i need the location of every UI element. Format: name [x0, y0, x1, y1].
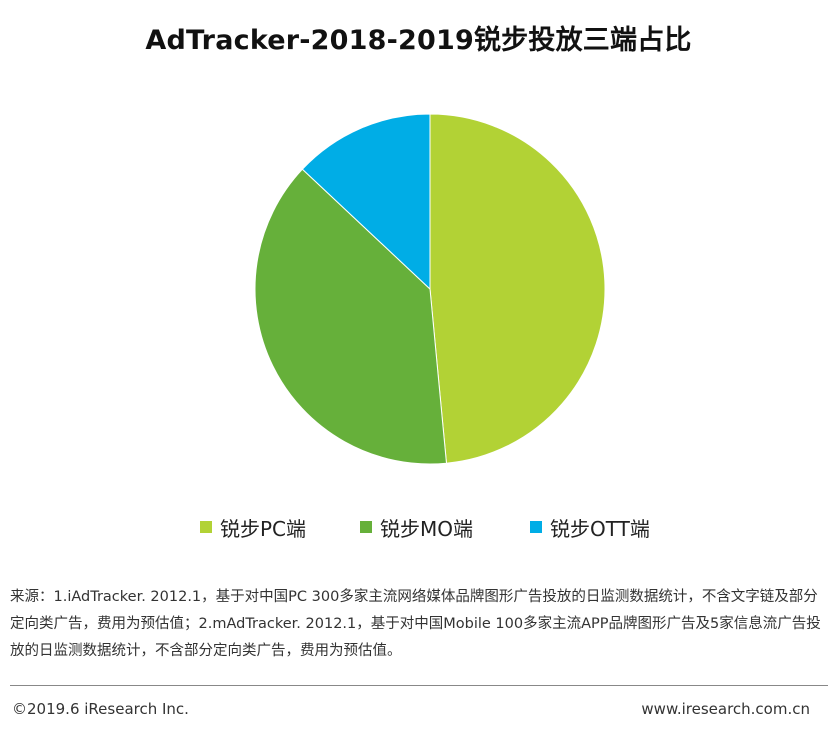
pie-slice-2 — [301, 113, 431, 291]
legend-swatch-pc — [200, 521, 212, 533]
footer-divider — [10, 685, 828, 686]
legend-item-ott: 锐步OTT端 — [530, 512, 650, 542]
legend-item-mo: 锐步MO端 — [360, 512, 473, 542]
legend: 锐步PC端 锐步MO端 锐步OTT端 — [0, 512, 837, 542]
legend-label-pc: 锐步PC端 — [220, 516, 307, 541]
website-link[interactable]: www.iresearch.com.cn — [641, 700, 810, 718]
source-note: 来源：1.iAdTracker. 2012.1，基于对中国PC 300多家主流网… — [10, 589, 821, 659]
copyright-text: ©2019.6 iResearch Inc. — [12, 700, 189, 718]
legend-label-mo: 锐步MO端 — [380, 516, 473, 541]
pie-slice-0 — [429, 113, 606, 464]
legend-swatch-ott — [530, 521, 542, 533]
pie-slice-1 — [254, 168, 448, 465]
legend-item-pc: 锐步PC端 — [200, 512, 306, 542]
legend-swatch-mo — [360, 521, 372, 533]
chart-title: AdTracker-2018-2019锐步投放三端占比 — [145, 25, 692, 56]
pie-chart — [254, 113, 606, 465]
legend-label-ott: 锐步OTT端 — [550, 516, 650, 541]
